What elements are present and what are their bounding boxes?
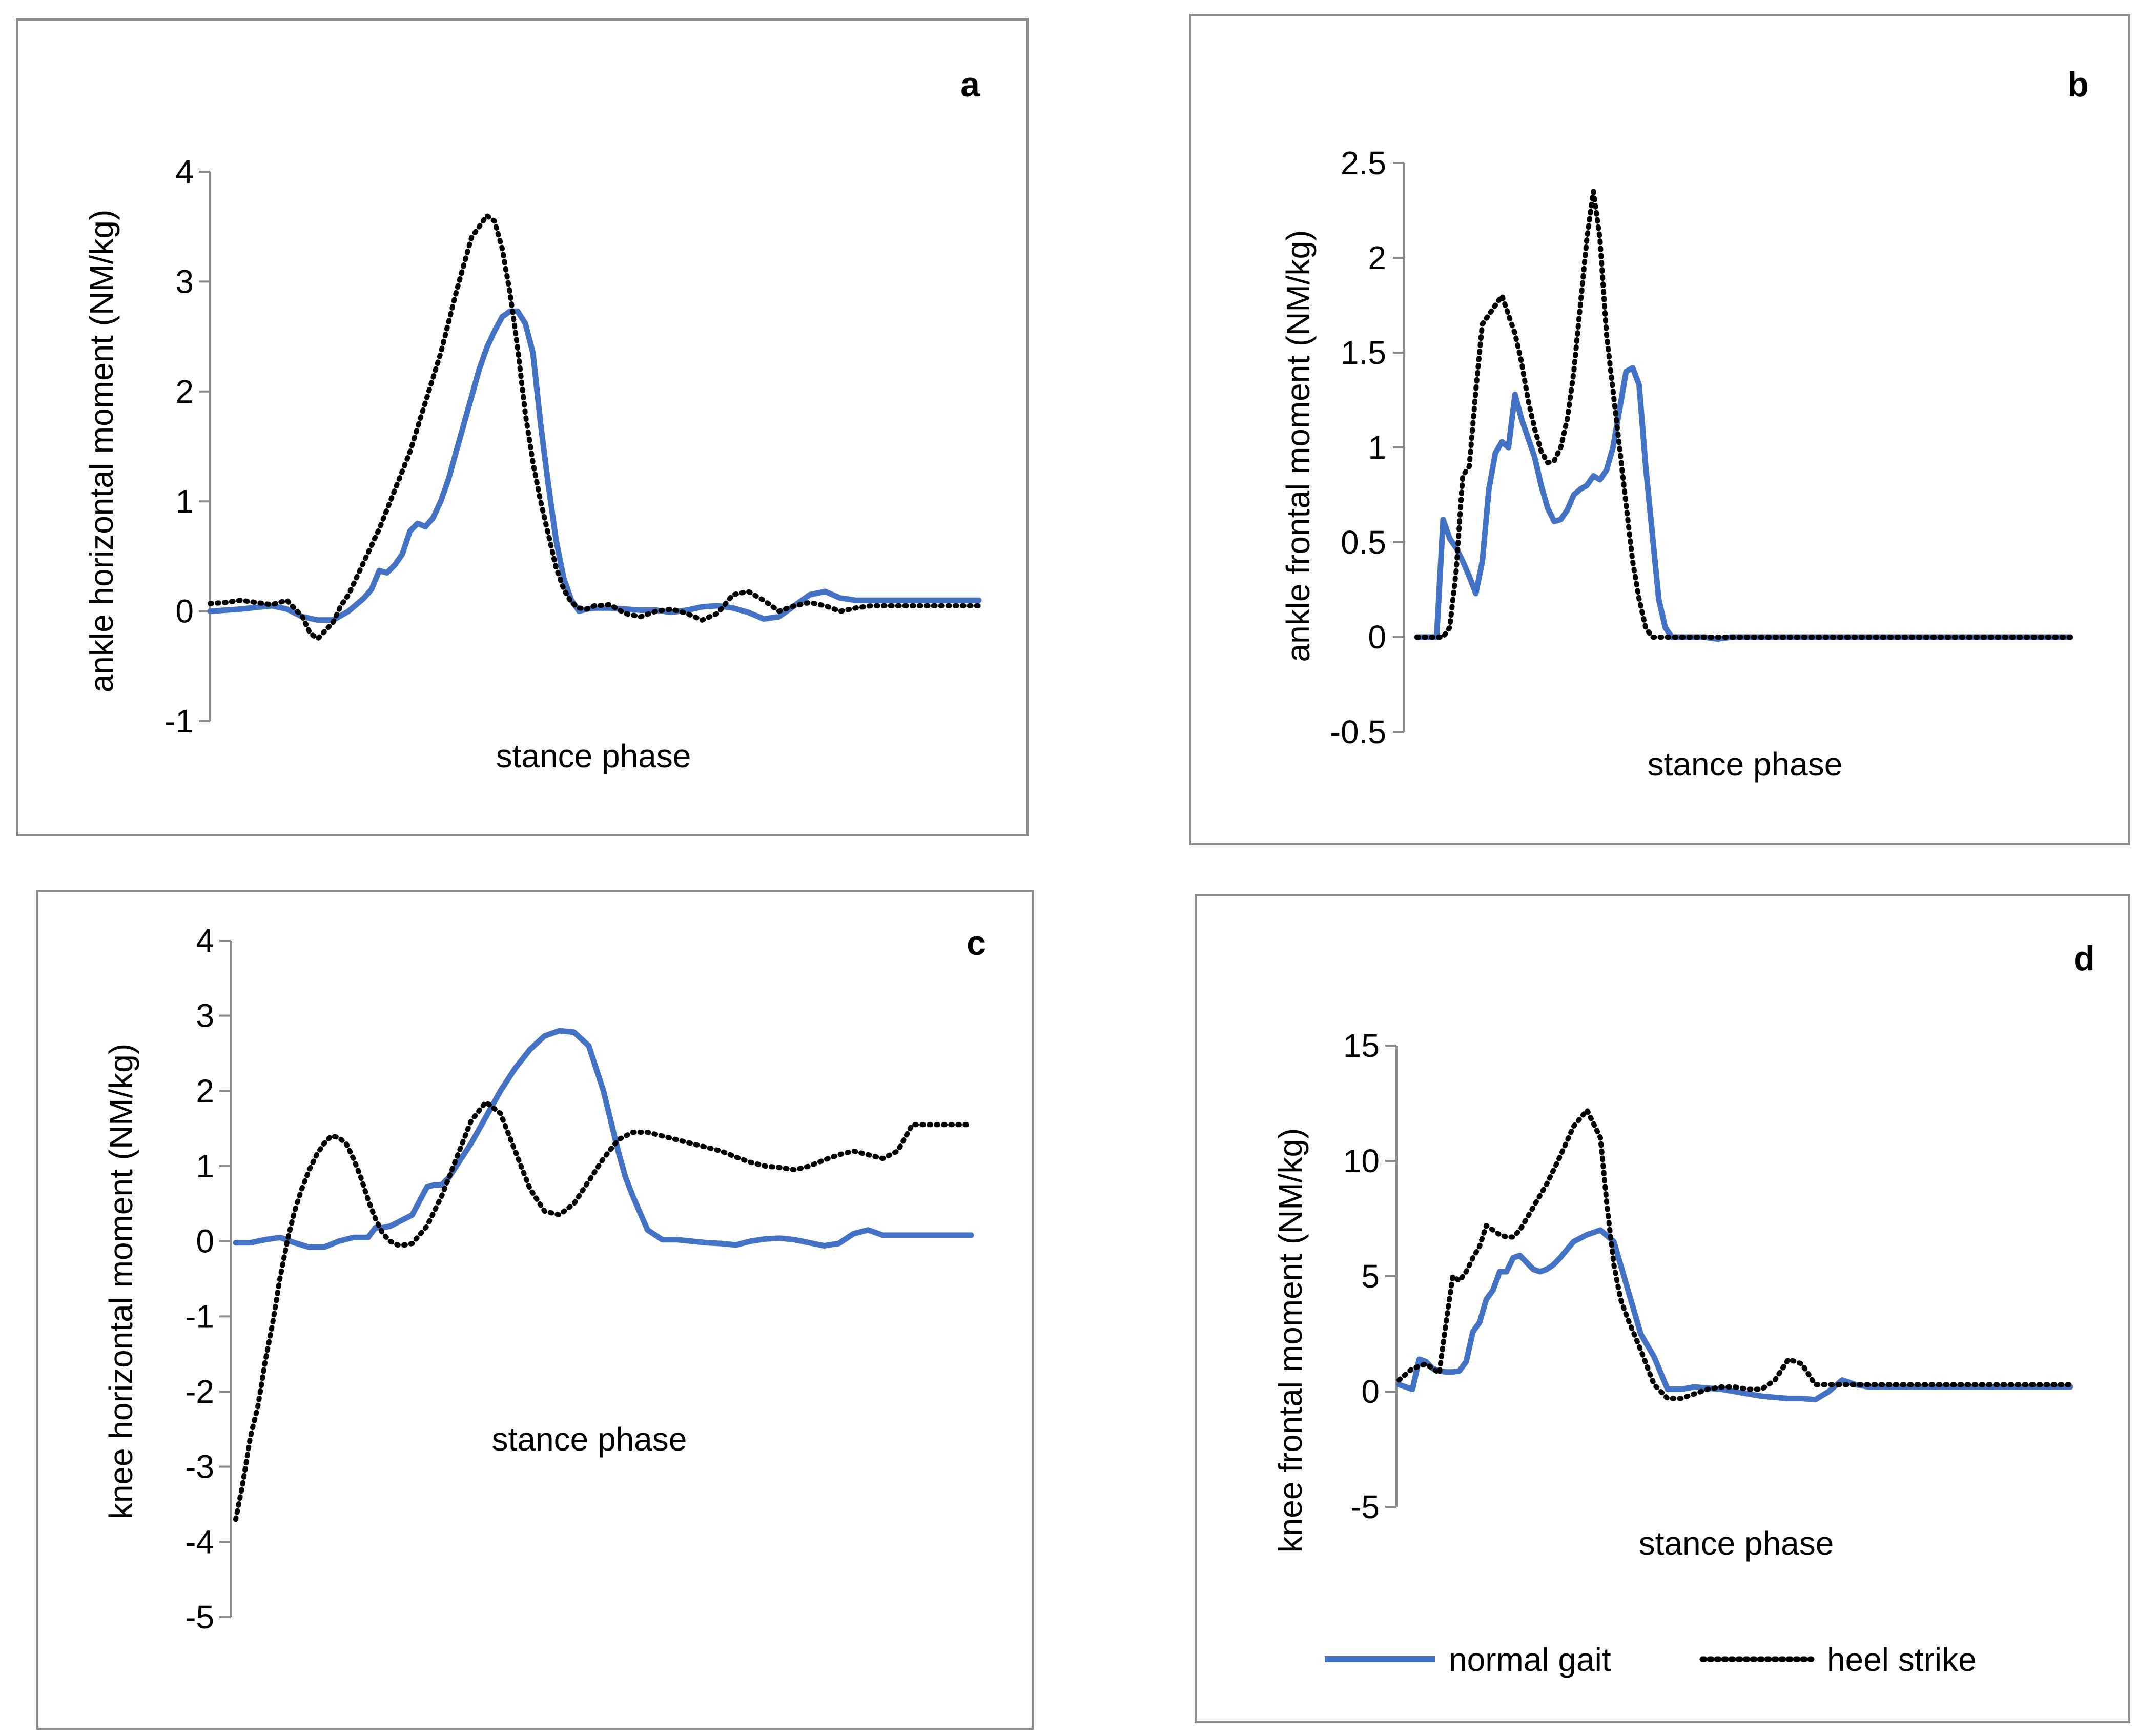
panel-d-y-tick-label: 0 <box>1361 1373 1380 1410</box>
panel-a-letter: a <box>960 65 980 104</box>
panel-d-frame <box>1195 894 2130 1723</box>
panel-a-y-tick-label: 1 <box>175 483 194 520</box>
panel-b-y-tick-label: 0 <box>1368 619 1386 656</box>
panel-d-series-heel-strike <box>1396 1108 2073 1401</box>
panel-c-y-tick-label: -4 <box>185 1523 214 1560</box>
panel-a-y-tick-label: 0 <box>175 593 194 630</box>
panel-c-series-normal-gait <box>233 1028 974 1250</box>
panel-c-y-tick-label: 4 <box>196 922 214 959</box>
legend-normal-label: normal gait <box>1449 1641 1611 1678</box>
panel-a-x-axis-label: stance phase <box>496 738 691 774</box>
panel-a-y-tick-label: 3 <box>175 263 194 300</box>
panel-d-y-tick-label: 5 <box>1361 1258 1380 1295</box>
panel-c-y-tick-label: 1 <box>196 1148 214 1184</box>
panel-d: d -5 0 5 10 15 stance phase knee frontal mom… <box>1195 894 2130 1723</box>
panel-c-y-tick-label: -5 <box>185 1599 214 1636</box>
panel-a-y-tick-label: 4 <box>175 153 194 190</box>
panel-d-letter: d <box>2073 939 2095 978</box>
panel-b: b -0.5 0 0.5 1 1.5 2 2.5 stance phase ankle fr… <box>1189 14 2130 845</box>
panel-b-x-axis-label: stance phase <box>1648 746 1843 783</box>
panel-a-frame <box>16 18 1029 836</box>
panel-d-y-tick-label: 15 <box>1343 1027 1380 1064</box>
panel-d-y-tick-label: -5 <box>1350 1488 1380 1525</box>
panel-c-y-ticks: -5 -4 -3 -2 -1 0 1 2 3 4 <box>185 922 231 1636</box>
panel-c-series <box>233 1028 974 1522</box>
panel-b-letter: b <box>2067 65 2089 104</box>
panel-b-series-heel-strike <box>1414 189 2073 640</box>
panel-a-series-normal-gait <box>207 308 982 623</box>
panel-d-y-tick-label: 10 <box>1343 1142 1380 1179</box>
panel-a-series <box>207 213 982 642</box>
panel-c-y-tick-label: 3 <box>196 997 214 1034</box>
panel-d-series <box>1396 1108 2073 1403</box>
panel-c-x-axis-label: stance phase <box>492 1421 687 1458</box>
panel-a-y-tick-label: -1 <box>165 703 194 740</box>
panel-c-series-heel-strike <box>233 1099 974 1522</box>
panel-d-y-ticks: -5 0 5 10 15 <box>1343 1027 1396 1525</box>
panel-c-letter: c <box>967 924 986 963</box>
legend-heel-label: heel strike <box>1827 1641 1977 1678</box>
panel-b-y-ticks: -0.5 0 0.5 1 1.5 2 2.5 <box>1330 145 1404 750</box>
panel-b-frame <box>1189 14 2130 845</box>
panel-b-y-tick-label: 0.5 <box>1341 524 1386 561</box>
panel-b-y-tick-label: 1 <box>1368 429 1386 466</box>
panel-a-series-heel-strike <box>208 213 981 642</box>
panel-c-y-tick-label: -1 <box>185 1298 214 1335</box>
panel-a-y-ticks: -1 0 1 2 3 4 <box>165 153 210 740</box>
panel-c-y-tick-label: 2 <box>196 1072 214 1109</box>
panel-d-y-axis-label: knee frontal moment (NM/kg) <box>1272 1128 1309 1553</box>
panel-a-y-axis-label: ankle horizontal moment (NM/kg) <box>83 210 120 693</box>
panel-b-y-axis-label: ankle frontal moment (NM/kg) <box>1280 230 1317 662</box>
panel-b-y-tick-label: 1.5 <box>1341 334 1386 371</box>
panel-c-y-tick-label: 0 <box>196 1223 214 1260</box>
panel-c-y-tick-label: -2 <box>185 1373 214 1410</box>
panel-c-y-axis-label: knee horizontal moment (NM/kg) <box>102 1044 139 1519</box>
panel-a: a -1 0 1 2 3 4 stance phase ankle horizontal … <box>16 18 1029 836</box>
panel-c: c -5 -4 -3 -2 -1 0 1 2 3 4 stance phase knee hori… <box>36 890 1034 1730</box>
panel-c-y-tick-label: -3 <box>185 1448 214 1485</box>
panel-b-y-tick-label: 2.5 <box>1341 145 1386 181</box>
panel-d-series-normal-gait <box>1396 1227 2073 1403</box>
panel-a-y-tick-label: 2 <box>175 373 194 410</box>
panel-d-x-axis-label: stance phase <box>1639 1525 1834 1562</box>
panel-b-y-tick-label: 2 <box>1368 239 1386 276</box>
panel-b-series <box>1414 189 2073 642</box>
panel-b-y-tick-label: -0.5 <box>1330 713 1386 750</box>
legend: normal gait heel strike <box>1325 1641 1977 1678</box>
panel-c-frame <box>36 890 1034 1730</box>
